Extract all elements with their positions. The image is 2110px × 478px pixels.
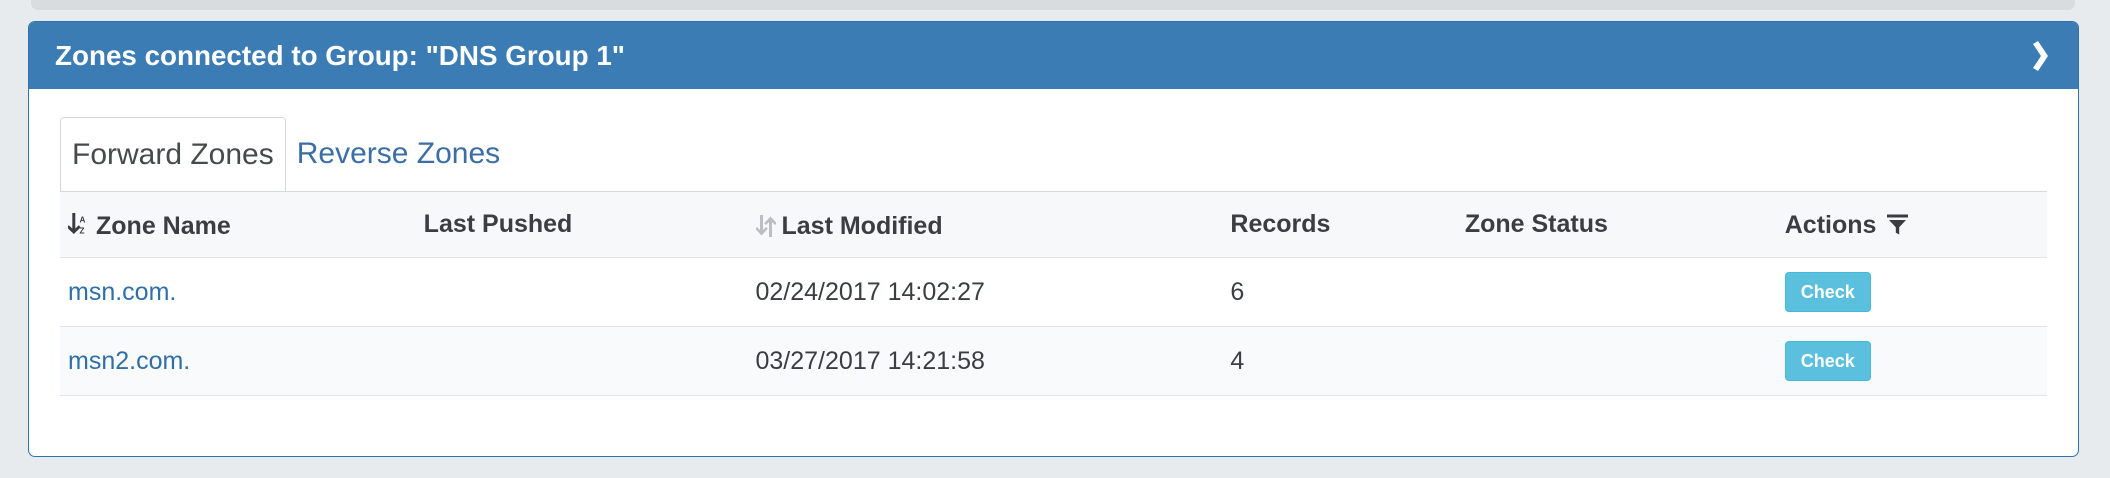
svg-text:Z: Z	[80, 226, 85, 235]
svg-text:A: A	[80, 215, 86, 224]
